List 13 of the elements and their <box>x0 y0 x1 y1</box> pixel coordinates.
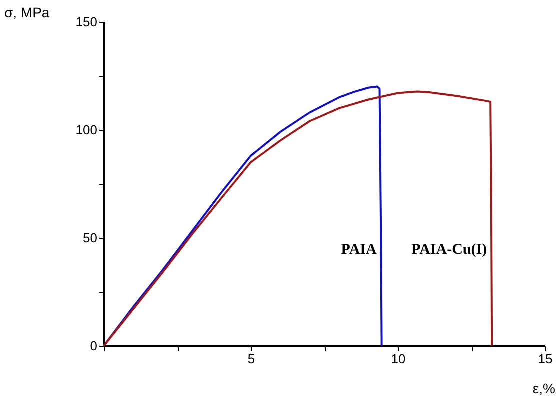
series-label: PAIA <box>341 242 377 258</box>
line-series <box>103 90 494 347</box>
y-axis-title: σ, MPa <box>4 4 50 20</box>
x-axis-title: ε,% <box>532 380 556 396</box>
line-series <box>103 86 383 347</box>
y-tick-label: 150 <box>76 14 98 30</box>
y-tick-label: 100 <box>76 122 98 138</box>
x-tick-label: 10 <box>391 352 406 366</box>
x-tick-label: 15 <box>538 352 553 366</box>
x-tick-label: 5 <box>248 352 256 366</box>
y-tick-label: 50 <box>83 230 98 246</box>
series-label: PAIA-Cu(I) <box>412 242 488 258</box>
y-tick-label: 0 <box>90 338 98 354</box>
